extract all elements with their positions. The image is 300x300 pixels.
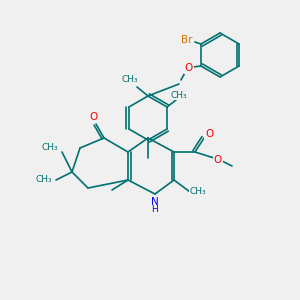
Text: N: N — [151, 197, 159, 207]
Text: CH₃: CH₃ — [41, 143, 58, 152]
Text: O: O — [205, 129, 213, 139]
Text: Br: Br — [181, 35, 193, 45]
Text: CH₃: CH₃ — [122, 76, 138, 85]
Text: H: H — [152, 206, 158, 214]
Text: CH₃: CH₃ — [190, 188, 206, 196]
Text: O: O — [185, 63, 193, 73]
Text: CH₃: CH₃ — [171, 91, 188, 100]
Text: O: O — [89, 112, 97, 122]
Text: O: O — [214, 155, 222, 165]
Text: CH₃: CH₃ — [35, 176, 52, 184]
